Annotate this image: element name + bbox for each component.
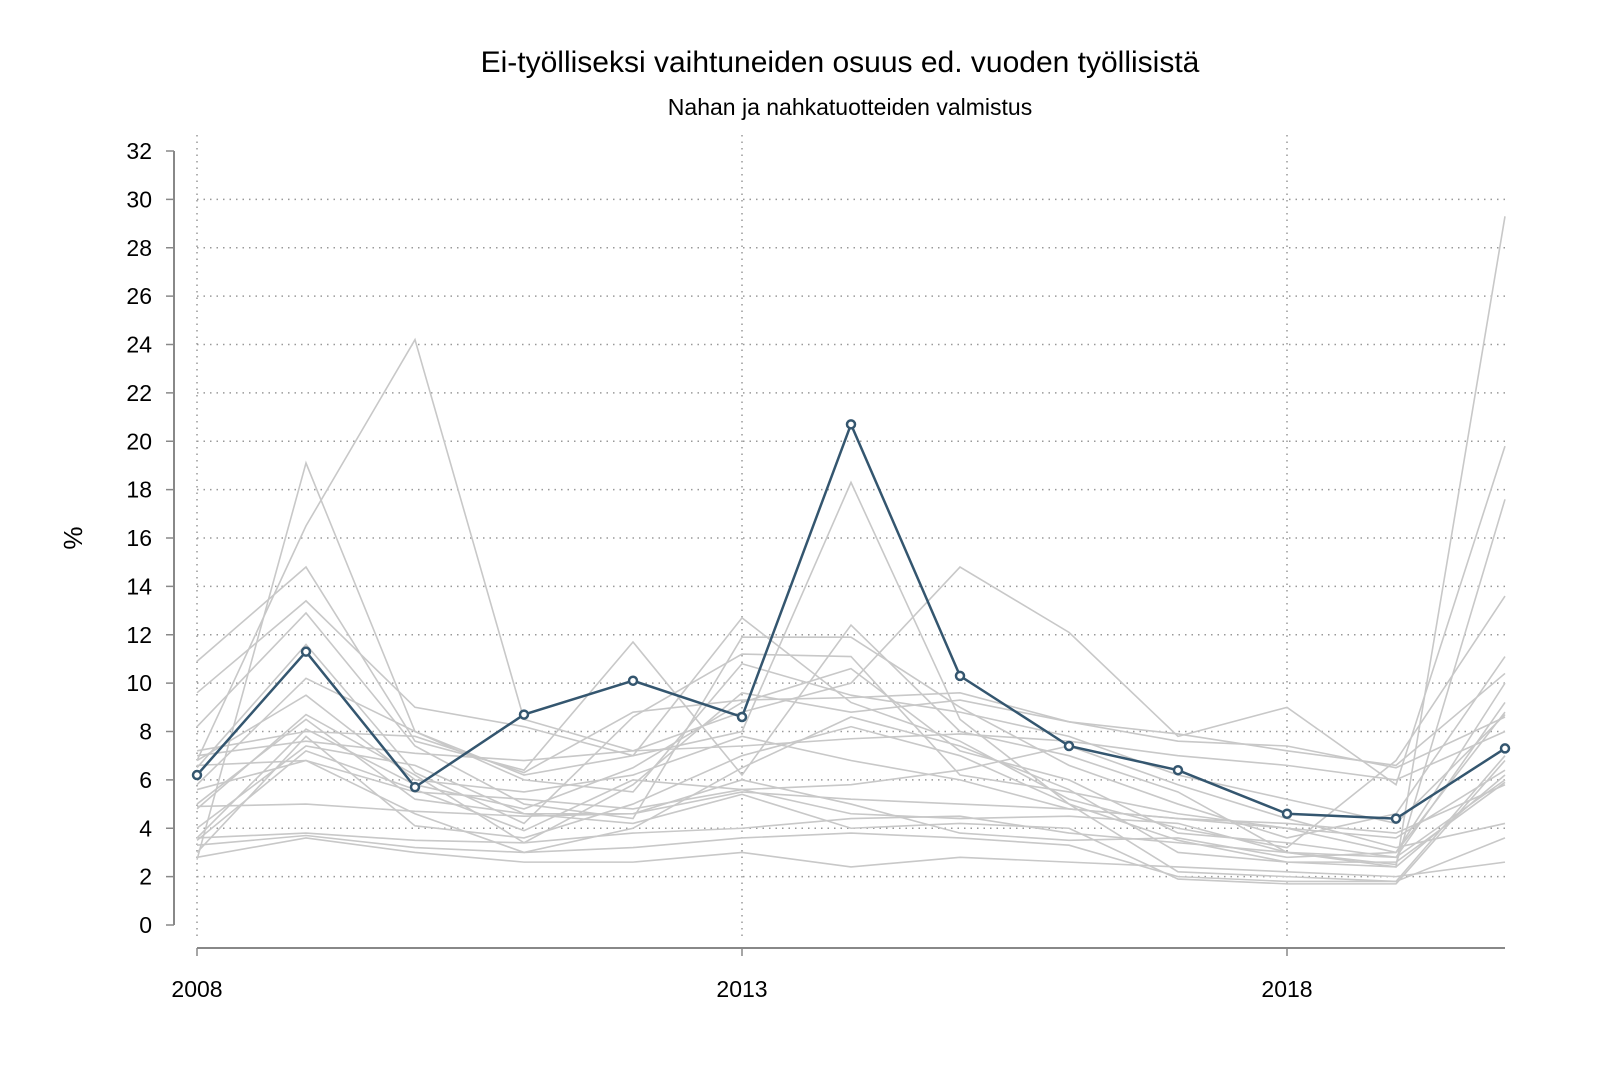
background-series-line — [196, 718, 1506, 885]
y-tick-label: 20 — [126, 428, 152, 454]
y-tick-label: 2 — [139, 864, 152, 890]
background-series-line — [196, 611, 1506, 839]
data-point — [1063, 740, 1075, 752]
data-point — [518, 709, 530, 720]
data-point — [845, 419, 857, 430]
background-series-line — [196, 691, 1506, 844]
data-point — [191, 769, 203, 781]
background-series-line — [196, 595, 1506, 849]
data-point — [736, 711, 748, 723]
y-tick-label: 10 — [126, 670, 152, 696]
data-point — [1390, 813, 1402, 824]
y-axis-label: % — [58, 526, 88, 549]
y-tick-label: 24 — [126, 332, 152, 358]
y-tick-label: 28 — [126, 235, 152, 261]
chart-subtitle: Nahan ja nahkatuotteiden valmistus — [668, 94, 1032, 120]
background-series-line — [196, 662, 1506, 825]
y-tick-label: 0 — [139, 912, 152, 938]
x-tick-label: 2013 — [716, 976, 767, 1002]
highlight-series — [191, 419, 1511, 824]
y-tick-label: 26 — [126, 283, 152, 309]
y-tick-label: 14 — [126, 573, 152, 599]
background-series-line — [196, 730, 1506, 781]
background-series-line — [196, 672, 1506, 774]
y-tick-label: 8 — [139, 719, 152, 745]
data-point — [1281, 808, 1293, 819]
background-series-line — [196, 837, 1506, 878]
chart-title: Ei-työlliseksi vaihtuneiden osuus ed. vu… — [481, 46, 1200, 79]
background-series-line — [196, 725, 1506, 883]
y-tick-label: 16 — [126, 525, 152, 551]
data-point — [954, 670, 966, 682]
background-series-line — [196, 832, 1506, 883]
background-series — [196, 216, 1506, 885]
y-tick-label: 22 — [126, 380, 152, 406]
y-tick-label: 32 — [126, 138, 152, 164]
y-tick-label: 30 — [126, 186, 152, 212]
background-series-line — [196, 716, 1506, 863]
data-point — [1172, 764, 1184, 776]
background-series-line — [196, 783, 1506, 834]
background-series-line — [196, 337, 1506, 786]
background-series-line — [196, 711, 1506, 859]
y-tick-label: 6 — [139, 767, 152, 793]
x-tick-label: 2008 — [171, 976, 222, 1002]
data-point — [300, 646, 312, 657]
y-tick-label: 4 — [139, 815, 152, 841]
background-series-line — [196, 694, 1506, 839]
background-series-line — [196, 216, 1506, 868]
y-tick-label: 12 — [126, 622, 152, 648]
x-tick-label: 2018 — [1261, 976, 1312, 1002]
data-point — [627, 675, 639, 686]
background-series-line — [196, 643, 1506, 854]
data-point — [409, 781, 421, 793]
y-tick-label: 18 — [126, 477, 152, 503]
data-point — [1499, 743, 1511, 754]
